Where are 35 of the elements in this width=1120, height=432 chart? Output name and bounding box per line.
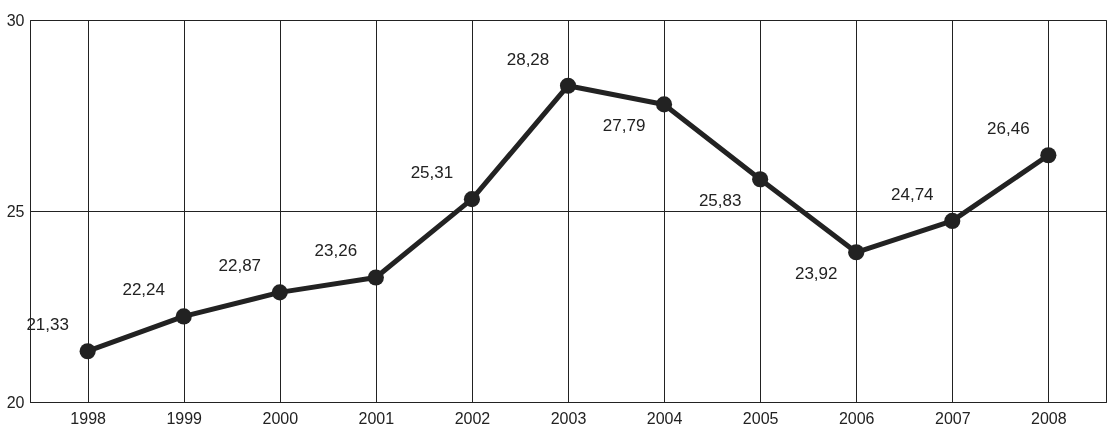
x-tick-label: 2004: [646, 409, 683, 427]
point: [367, 269, 384, 286]
point: [175, 308, 192, 325]
x-tick-label: 2005: [742, 409, 779, 427]
text: 28,28: [506, 49, 550, 69]
text: 27,79: [602, 116, 646, 136]
point: [1040, 147, 1057, 164]
y-tick-label: 30: [6, 11, 25, 29]
point: [848, 244, 865, 261]
text: 26,46: [987, 119, 1030, 139]
text: 25,83: [698, 191, 742, 211]
text: 23,92: [794, 264, 838, 284]
x-tick-label: 1998: [70, 409, 107, 427]
point: [559, 77, 577, 94]
x-tick-label: 2006: [838, 409, 875, 427]
text: 23,26: [314, 241, 358, 261]
point: [463, 191, 480, 208]
x-tick-label: 2001: [358, 409, 395, 427]
y-tick-label: 25: [6, 202, 25, 220]
point: [79, 343, 96, 360]
x-tick-label: 2003: [550, 409, 587, 427]
x-tick-label: 1999: [166, 409, 203, 427]
point: [271, 284, 288, 301]
y-tick-label: 20: [6, 393, 25, 411]
point: [944, 212, 961, 229]
text: 25,31: [410, 163, 454, 183]
x-tick-label: 2008: [1031, 409, 1067, 427]
point: [656, 96, 673, 113]
text: 24,74: [891, 184, 934, 204]
text: 22,87: [218, 256, 262, 276]
point: [752, 171, 769, 188]
text: 22,24: [122, 280, 165, 300]
x-tick-label: 2002: [454, 409, 491, 427]
x-tick-label: 2007: [934, 409, 971, 427]
x-tick-label: 2000: [262, 409, 299, 427]
